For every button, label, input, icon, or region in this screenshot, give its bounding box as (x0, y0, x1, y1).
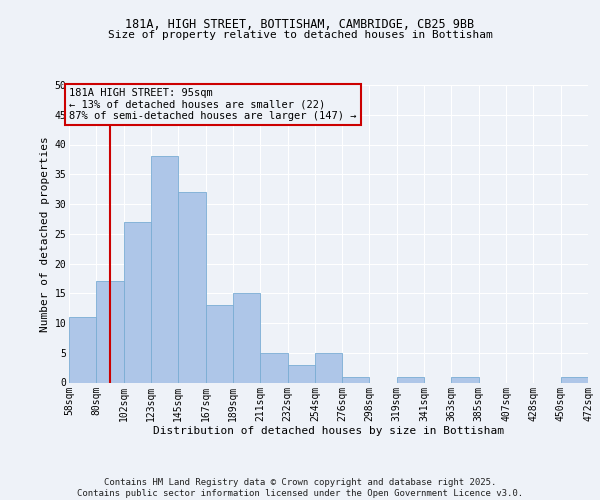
Bar (451, 376, 479, 382)
Y-axis label: Number of detached properties: Number of detached properties (40, 136, 50, 332)
Bar (342, 376, 370, 382)
Bar (69, 317, 97, 382)
Bar (233, 293, 260, 382)
Bar (97, 282, 124, 382)
Bar (397, 376, 424, 382)
Bar (151, 156, 178, 382)
Bar (560, 376, 588, 382)
Text: Contains HM Land Registry data © Crown copyright and database right 2025.
Contai: Contains HM Land Registry data © Crown c… (77, 478, 523, 498)
Bar (287, 364, 315, 382)
Bar (260, 353, 287, 382)
Text: 181A HIGH STREET: 95sqm
← 13% of detached houses are smaller (22)
87% of semi-de: 181A HIGH STREET: 95sqm ← 13% of detache… (69, 88, 356, 121)
Bar (315, 353, 342, 382)
Bar (206, 305, 233, 382)
Text: 181A, HIGH STREET, BOTTISHAM, CAMBRIDGE, CB25 9BB: 181A, HIGH STREET, BOTTISHAM, CAMBRIDGE,… (125, 18, 475, 30)
X-axis label: Distribution of detached houses by size in Bottisham: Distribution of detached houses by size … (153, 426, 504, 436)
Bar (178, 192, 206, 382)
Text: Size of property relative to detached houses in Bottisham: Size of property relative to detached ho… (107, 30, 493, 40)
Bar (124, 222, 151, 382)
